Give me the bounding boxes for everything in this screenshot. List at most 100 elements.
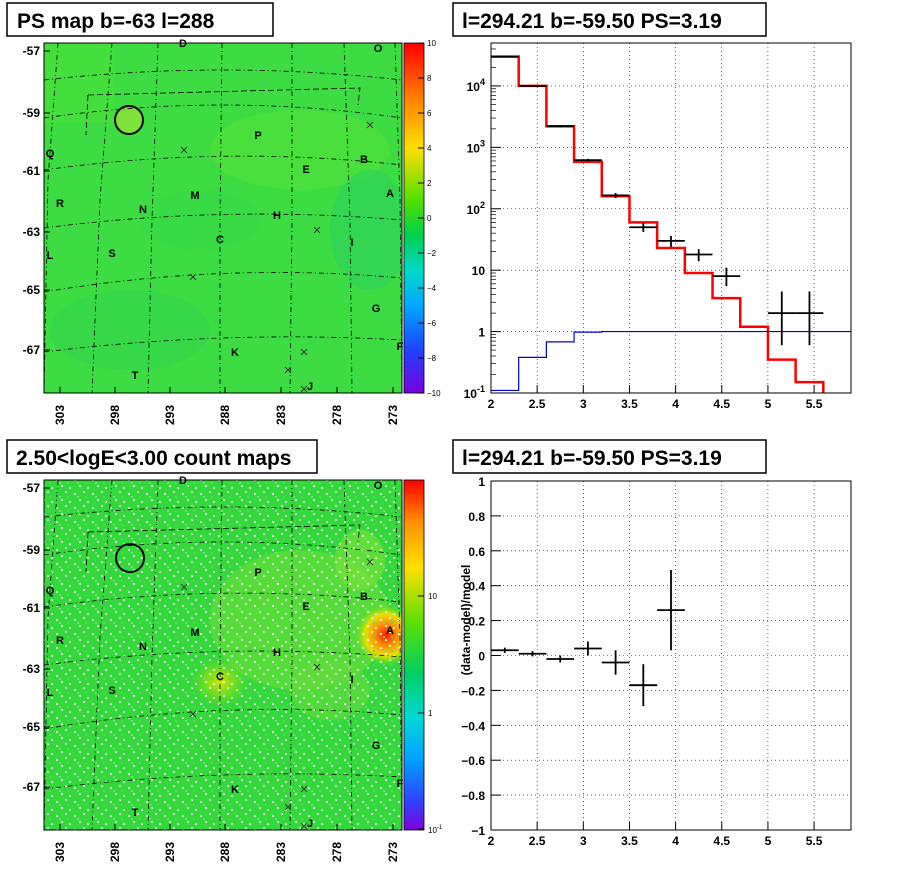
source-label-C: C (216, 671, 224, 683)
count-map-frame (43, 479, 403, 831)
source-label-A: A (386, 625, 394, 637)
source-label-J: J (307, 818, 313, 830)
count-map-texture (44, 480, 402, 830)
spectrum-title: l=294.21 b=-59.50 PS=3.19 (462, 10, 722, 33)
colorbar-tick-0p1: 10-1 (428, 825, 443, 835)
source-label-E: E (302, 601, 309, 613)
lon-tick-label: 298 (108, 405, 122, 425)
y-tick-label: −1 (471, 824, 485, 838)
x-tick-label: 4.5 (713, 397, 730, 411)
source-label-J: J (307, 381, 313, 393)
spectrum-x-axis: 2 2.5 3 3.5 4 4.5 5 5.5 (488, 385, 823, 411)
x-tick-label: 4 (672, 397, 679, 411)
source-label-I: I (350, 237, 353, 249)
coord-grid-line (219, 43, 223, 393)
lat-tick-label: -65 (23, 283, 41, 297)
source-label-K: K (231, 784, 239, 796)
colorbar-tick-10: 10 (428, 592, 437, 601)
x-tick-label: 4.5 (713, 834, 730, 848)
source-label-F: F (397, 341, 404, 353)
y-tick-label: 0 (478, 650, 485, 664)
x-tick-label: 4 (672, 834, 679, 848)
x-tick-label: 2 (488, 397, 495, 411)
colorbar-tick-label: 0 (427, 214, 432, 223)
colorbar-tick-label: −4 (427, 284, 437, 293)
colorbar-tick-label: −2 (427, 249, 437, 258)
ps-map-markers (180, 121, 374, 393)
source-label-G: G (372, 303, 381, 315)
lon-tick-label: 273 (386, 842, 400, 862)
ps-map-roi-circle (114, 105, 144, 135)
lon-tick-label: 288 (218, 405, 232, 425)
residual-y-label: (data-model)/model (459, 565, 473, 676)
lon-tick-label: 273 (386, 405, 400, 425)
colorbar-tick-label: −10 (427, 389, 441, 398)
source-label-O: O (374, 43, 383, 55)
source-label-P: P (254, 130, 261, 142)
source-marker (189, 710, 197, 718)
source-label-R: R (56, 635, 64, 647)
source-marker (284, 803, 292, 811)
x-tick-label: 5 (765, 397, 772, 411)
source-label-D: D (179, 38, 187, 50)
ps-map-colorbar-ticks: 10 8 6 4 2 0 −2 −4 −6 −8 −10 (418, 39, 441, 398)
source-label-Q: Q (46, 148, 55, 160)
source-label-S: S (108, 248, 115, 260)
roi-boundary (85, 524, 361, 573)
lat-tick-label: -59 (23, 106, 41, 120)
coord-grid-line (91, 43, 113, 393)
coord-grid-line (44, 43, 59, 393)
residual-title: l=294.21 b=-59.50 PS=3.19 (462, 447, 722, 470)
count-map-lat-axis: -57 -59 -61 -63 -65 -67 (23, 481, 50, 794)
spectrum-plot-area (491, 43, 851, 393)
lon-tick-label: 298 (108, 842, 122, 862)
colorbar-tick-1: 1 (428, 709, 433, 718)
y-tick-label: 0.2 (468, 615, 485, 629)
source-marker (300, 785, 308, 793)
source-label-H: H (273, 210, 281, 222)
source-label-D: D (179, 475, 187, 487)
count-map-colorbar-ticks: 10 1 10-1 (418, 592, 443, 835)
lon-tick-label: 303 (53, 405, 67, 425)
y-tick-label: 10 (472, 264, 486, 278)
ps-map-grid (44, 43, 402, 393)
y-tick-label: −0.8 (461, 789, 485, 803)
ps-map-title: PS map b=-63 l=288 (17, 10, 215, 33)
coord-grid-line (394, 480, 402, 830)
count-map-grid (44, 480, 402, 830)
source-label-T: T (132, 807, 139, 819)
x-tick-label: 3.5 (621, 397, 638, 411)
source-label-S: S (108, 685, 115, 697)
y-tick-label: 102 (467, 200, 485, 217)
source-marker (366, 558, 374, 566)
ps-map-lat-axis: -57 -59 -61 -63 -65 -67 (23, 44, 50, 357)
lat-tick-label: -57 (23, 481, 41, 495)
lat-tick-label: -67 (23, 780, 41, 794)
colorbar-tick-label: 8 (427, 74, 432, 83)
x-tick-label: 5.5 (806, 834, 823, 848)
source-label-L: L (47, 687, 54, 699)
source-label-I: I (350, 674, 353, 686)
spectrum-panel: l=294.21 b=-59.50 PS=3.19 10410310210110… (452, 2, 852, 411)
source-label-B: B (360, 591, 368, 603)
colorbar-tick-label: 4 (427, 144, 432, 153)
lon-tick-label: 278 (330, 405, 344, 425)
colorbar-tick-label: 10 (427, 39, 436, 48)
y-tick-label: 1 (478, 326, 485, 340)
spectrum-title-box (452, 2, 767, 37)
ps-map-title-box (6, 2, 274, 37)
source-model-histogram (491, 330, 851, 392)
x-tick-label: 5.5 (806, 397, 823, 411)
count-map-title: 2.50<logE<3.00 count maps (16, 447, 291, 470)
roi-boundary (85, 87, 361, 136)
source-label-A: A (386, 188, 394, 200)
ps-map-lon-axis: 303 298 293 288 283 278 273 (53, 387, 400, 425)
residual-y-axis: 1 0.8 0.6 0.4 0.2 0 −0.2 −0.4 −0.6 −0.8 −1 (461, 475, 501, 838)
source-label-G: G (372, 740, 381, 752)
count-map-title-box (6, 439, 318, 474)
source-marker (180, 583, 188, 591)
residual-panel: l=294.21 b=-59.50 PS=3.19 1 0.8 0.6 0.4 0.2 0… (452, 439, 852, 848)
lon-tick-label: 303 (53, 842, 67, 862)
source-marker (300, 348, 308, 356)
